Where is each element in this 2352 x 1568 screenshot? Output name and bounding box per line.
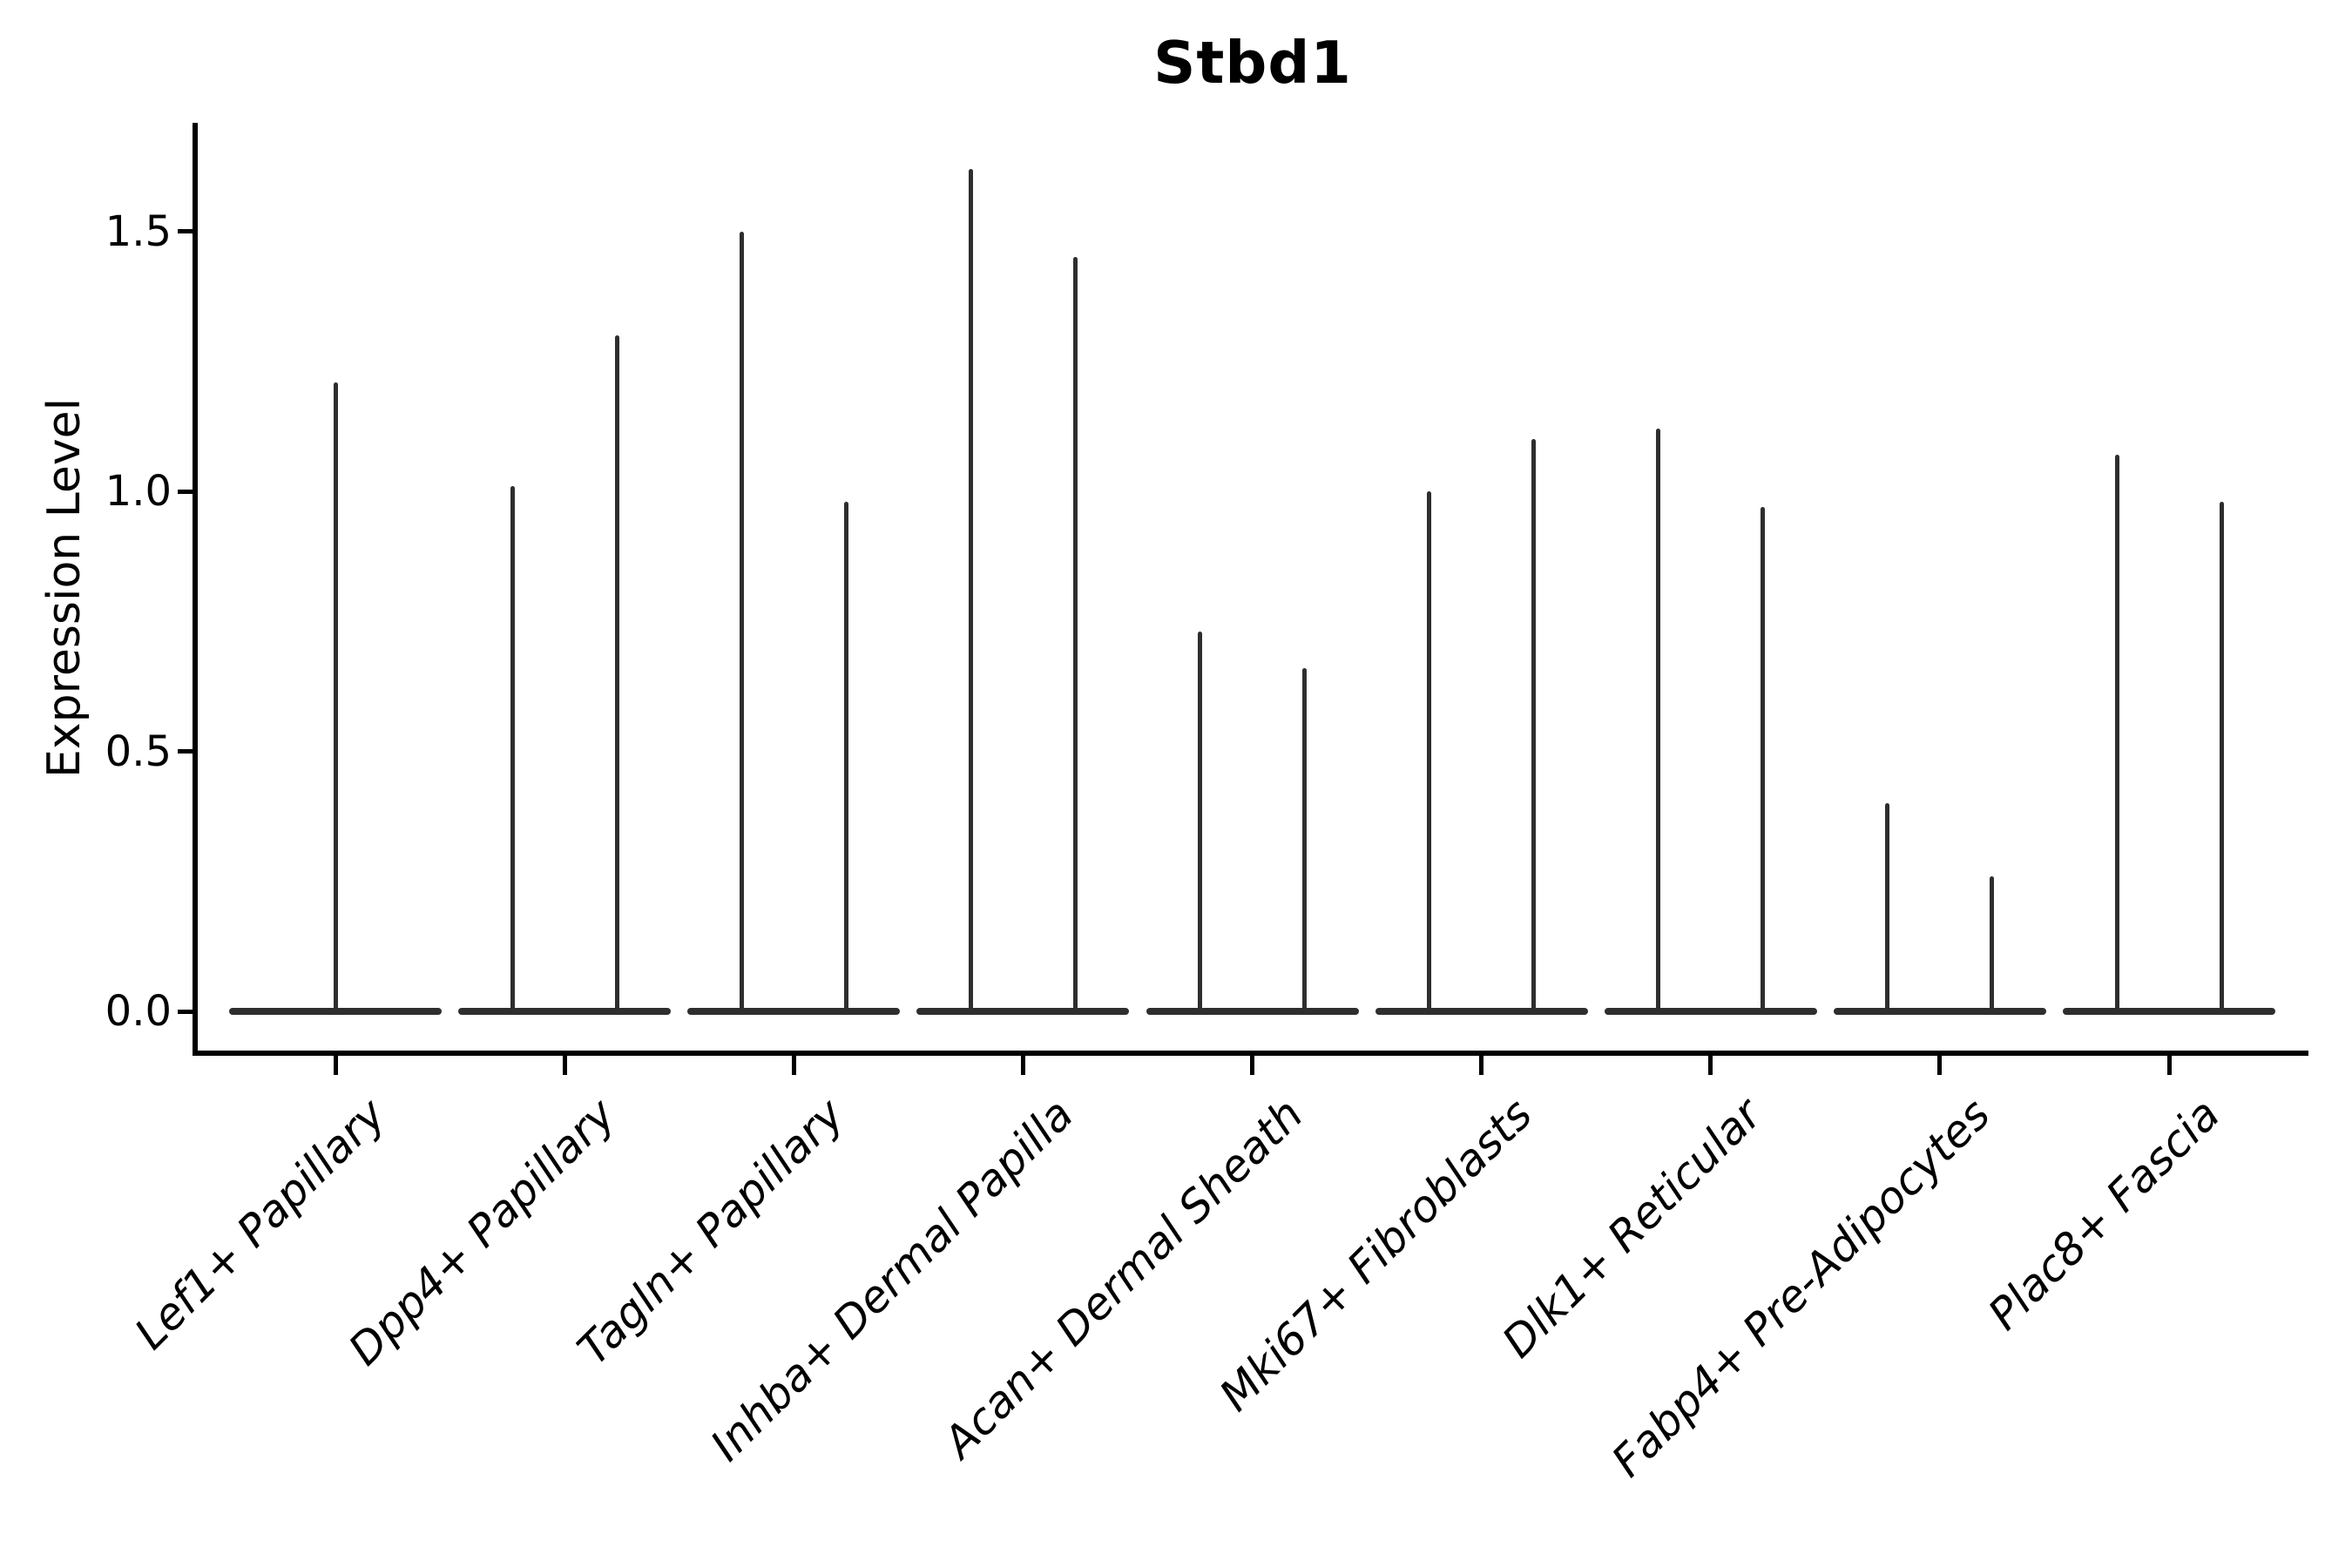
x-tick-label: Plac8+ Fascia bbox=[1978, 1089, 2230, 1340]
violin-spike bbox=[968, 168, 973, 1013]
violin-baseline bbox=[1146, 1008, 1359, 1015]
y-axis-spine bbox=[193, 123, 198, 1056]
violin-spike bbox=[1761, 506, 1766, 1013]
y-tick-mark bbox=[178, 1009, 193, 1014]
violin-baseline bbox=[2063, 1008, 2275, 1015]
y-tick-label: 1.5 bbox=[105, 206, 172, 256]
violin-spike bbox=[614, 335, 619, 1013]
violin-spike bbox=[739, 231, 744, 1013]
y-tick-mark bbox=[178, 749, 193, 754]
violin-baseline bbox=[458, 1008, 672, 1015]
y-tick-label: 0.0 bbox=[105, 987, 172, 1036]
violin-spike bbox=[843, 501, 848, 1013]
x-tick-mark bbox=[1250, 1056, 1254, 1075]
violin-spike bbox=[2114, 455, 2119, 1013]
violin-baseline bbox=[1604, 1008, 1817, 1015]
x-tick-label: Lef1+ Papillary bbox=[125, 1089, 396, 1360]
x-axis-spine bbox=[193, 1051, 2308, 1056]
violin-baseline bbox=[1375, 1008, 1588, 1015]
y-tick-mark bbox=[178, 489, 193, 494]
violin-spike bbox=[2219, 501, 2224, 1013]
y-tick-label: 0.5 bbox=[105, 727, 172, 776]
violin-spike bbox=[1885, 803, 1890, 1013]
x-tick-mark bbox=[791, 1056, 796, 1075]
violin-baseline bbox=[687, 1008, 901, 1015]
violin-spike bbox=[1531, 439, 1537, 1013]
violin-spike bbox=[1302, 667, 1307, 1013]
y-tick-label: 1.0 bbox=[105, 467, 172, 516]
x-tick-mark bbox=[1479, 1056, 1484, 1075]
violin-baseline bbox=[916, 1008, 1130, 1015]
x-tick-label: Fabp4+ Pre-Adipocytes bbox=[1602, 1089, 2000, 1487]
x-tick-mark bbox=[1020, 1056, 1025, 1075]
y-axis-label: Expression Level bbox=[38, 397, 91, 779]
x-tick-mark bbox=[1708, 1056, 1713, 1075]
y-tick-mark bbox=[178, 229, 193, 233]
x-tick-mark bbox=[333, 1056, 338, 1075]
x-tick-mark bbox=[1937, 1056, 1943, 1075]
x-tick-mark bbox=[562, 1056, 567, 1075]
violin-spike bbox=[1072, 257, 1078, 1013]
violin-spike bbox=[510, 486, 515, 1013]
chart-title: Stbd1 bbox=[1153, 29, 1352, 97]
violin-spike bbox=[1427, 491, 1432, 1013]
violin-spike bbox=[1656, 429, 1661, 1013]
violin-spike bbox=[333, 382, 338, 1013]
violin-spike bbox=[1990, 875, 1995, 1013]
violin-spike bbox=[1198, 632, 1202, 1013]
x-tick-label: Inhba+ Dermal Papilla bbox=[700, 1089, 1084, 1471]
x-tick-mark bbox=[2166, 1056, 2172, 1075]
violin-baseline bbox=[1833, 1008, 2046, 1015]
